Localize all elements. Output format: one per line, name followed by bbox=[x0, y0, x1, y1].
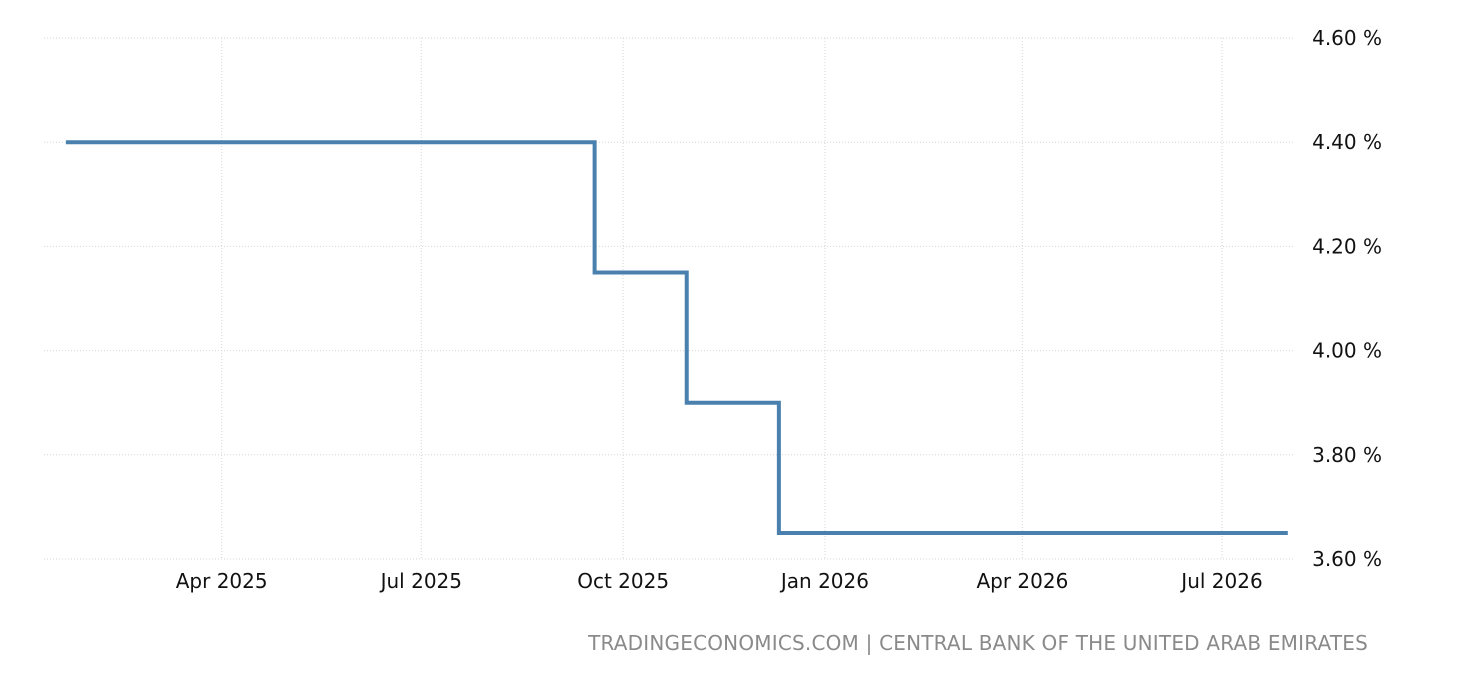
series-layer bbox=[65, 140, 1288, 535]
x-tick-label: Jul 2026 bbox=[1179, 569, 1262, 593]
series-line bbox=[65, 140, 1288, 535]
x-tick-label: Apr 2025 bbox=[176, 569, 268, 593]
x-tick-label: Oct 2025 bbox=[577, 569, 669, 593]
x-tick-label: Jul 2025 bbox=[379, 569, 462, 593]
y-axis: 4.60 % 4.40 % 4.20 % 4.00 % 3.80 % 3.60 % bbox=[1312, 26, 1382, 571]
y-tick-label: 3.80 % bbox=[1312, 443, 1382, 467]
x-axis: Apr 2025 Jul 2025 Oct 2025 Jan 2026 Apr 2026… bbox=[176, 569, 1263, 593]
source-credit: TRADINGECONOMICS.COM | CENTRAL BANK OF T… bbox=[587, 631, 1368, 655]
y-tick-label: 4.00 % bbox=[1312, 339, 1382, 363]
x-tick-label: Jan 2026 bbox=[779, 569, 869, 593]
grid-layer bbox=[44, 37, 1294, 560]
y-tick-label: 4.20 % bbox=[1312, 234, 1382, 258]
y-tick-label: 4.60 % bbox=[1312, 26, 1382, 50]
y-tick-label: 3.60 % bbox=[1312, 547, 1382, 571]
y-tick-label: 4.40 % bbox=[1312, 130, 1382, 154]
x-tick-label: Apr 2026 bbox=[976, 569, 1068, 593]
